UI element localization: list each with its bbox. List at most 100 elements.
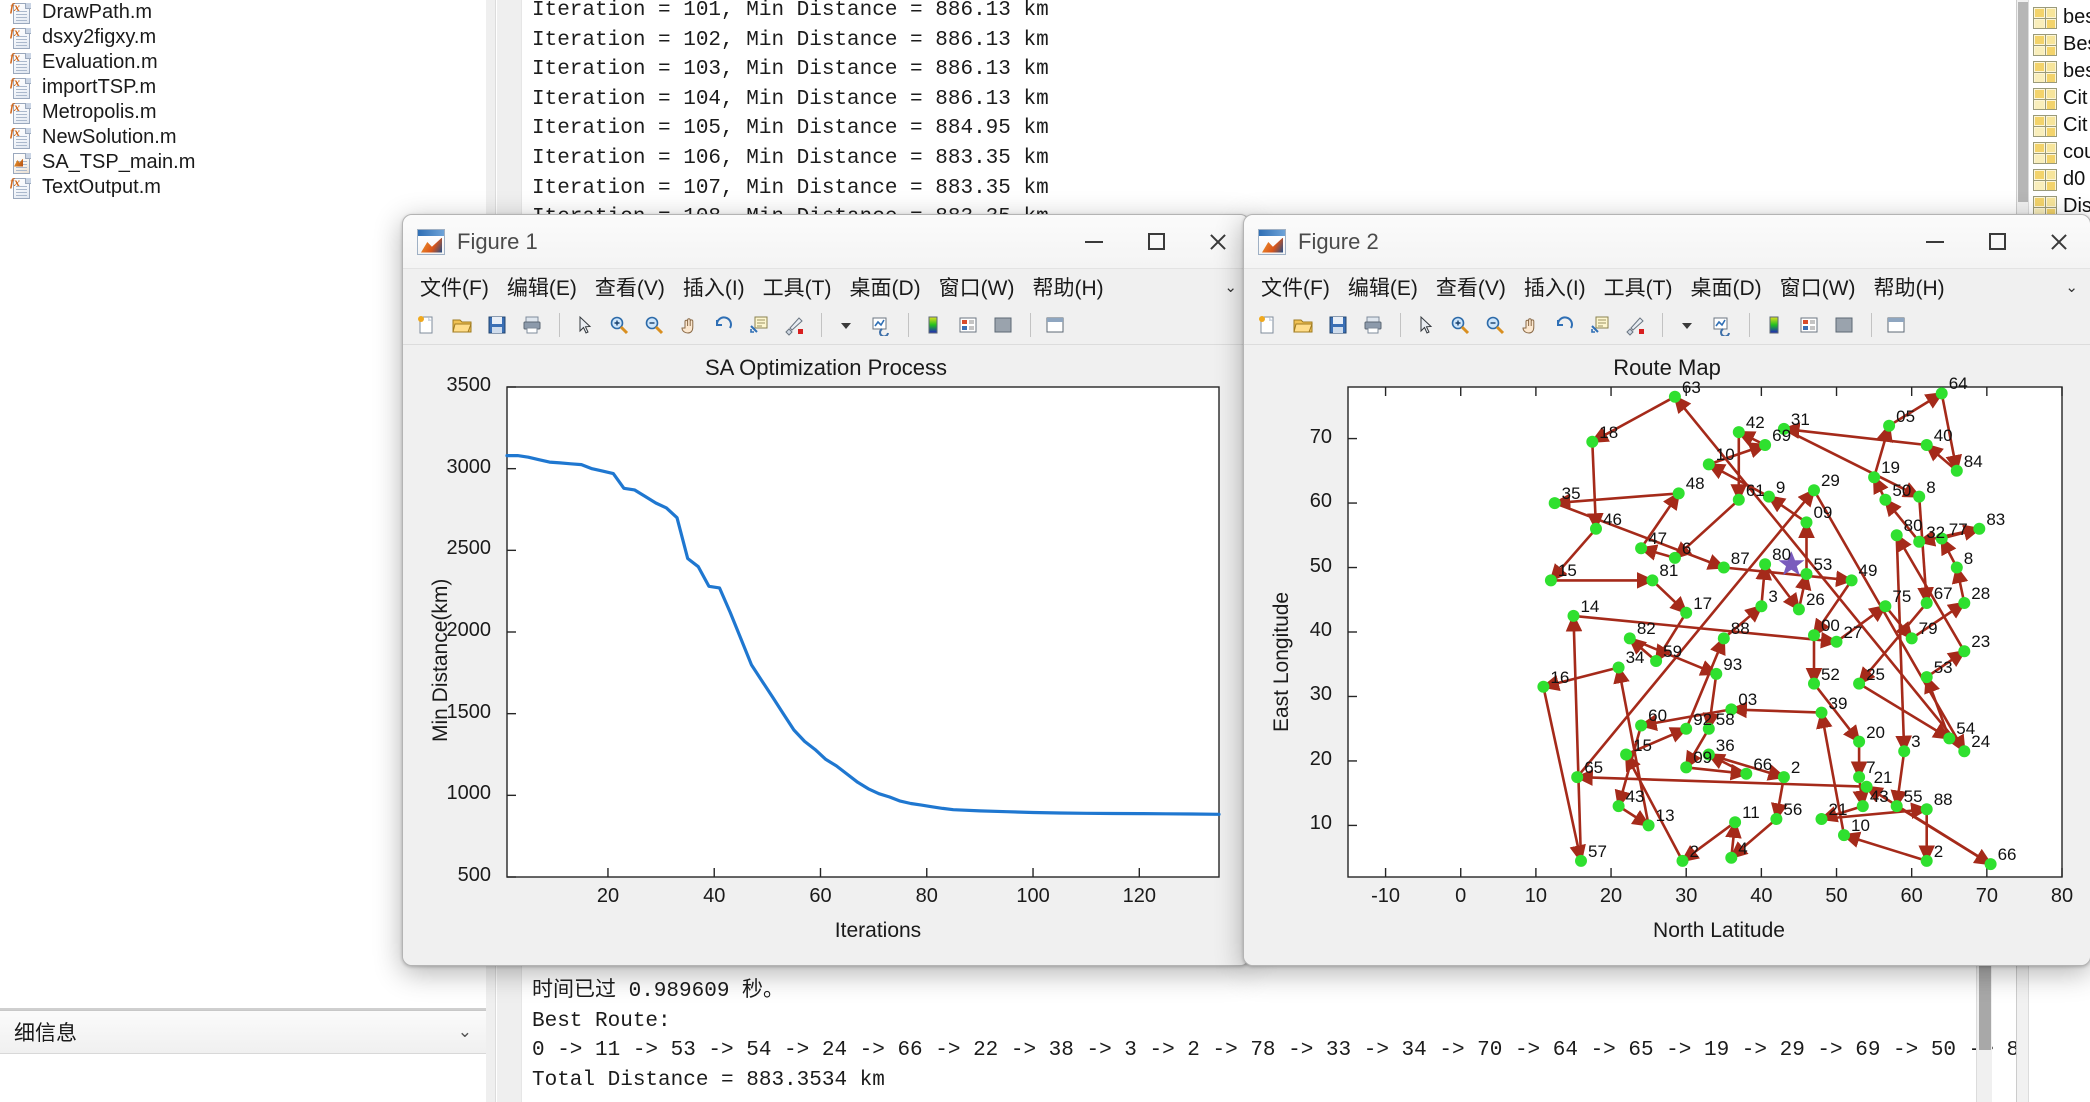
command-output-line: Best Route: bbox=[532, 1009, 671, 1033]
workspace-variable-row[interactable]: Bes bbox=[2033, 31, 2090, 58]
minimize-button[interactable] bbox=[1904, 215, 1966, 268]
figure-2-menubar[interactable]: 文件(F) 编辑(E) 查看(V) 插入(I) 工具(T) 桌面(D) 窗口(W… bbox=[1244, 269, 2090, 305]
menu-view[interactable]: 查看(V) bbox=[594, 277, 665, 300]
file-list-item[interactable]: fx dsxy2figxy.m bbox=[0, 25, 486, 50]
brush-icon[interactable] bbox=[1619, 310, 1651, 340]
workspace-variable-row[interactable]: Dis bbox=[2033, 193, 2090, 220]
pan-icon[interactable] bbox=[1514, 310, 1546, 340]
brush-dropdown-icon[interactable] bbox=[830, 310, 862, 340]
zoom-in-icon[interactable] bbox=[603, 310, 635, 340]
pointer-icon[interactable] bbox=[1409, 310, 1441, 340]
hide-plot-tools-icon[interactable] bbox=[1828, 310, 1860, 340]
legend-icon[interactable] bbox=[952, 310, 984, 340]
maximize-button[interactable] bbox=[1125, 215, 1187, 268]
close-button[interactable] bbox=[2028, 215, 2090, 268]
colorbar-icon[interactable] bbox=[1758, 310, 1790, 340]
variable-name: bes bbox=[2063, 6, 2090, 28]
scrollbar-thumb[interactable] bbox=[1979, 960, 1991, 1050]
menu-view[interactable]: 查看(V) bbox=[1435, 277, 1506, 300]
close-button[interactable] bbox=[1187, 215, 1249, 268]
file-list-item[interactable]: SA_TSP_main.m bbox=[0, 150, 486, 175]
menu-window[interactable]: 窗口(W) bbox=[938, 277, 1015, 300]
rotate-3d-icon[interactable] bbox=[708, 310, 740, 340]
maximize-button[interactable] bbox=[1966, 215, 2028, 268]
show-plot-tools-icon[interactable] bbox=[1039, 310, 1071, 340]
file-list-item[interactable]: fx DrawPath.m bbox=[0, 0, 486, 25]
link-plot-icon[interactable] bbox=[865, 310, 897, 340]
workspace-variable-row[interactable]: Cit bbox=[2033, 85, 2090, 112]
city-label: 29 bbox=[1820, 471, 1840, 491]
file-list-item[interactable]: fx TextOutput.m bbox=[0, 175, 486, 200]
figure-1-menubar[interactable]: 文件(F) 编辑(E) 查看(V) 插入(I) 工具(T) 桌面(D) 窗口(W… bbox=[403, 269, 1249, 305]
legend-icon[interactable] bbox=[1793, 310, 1825, 340]
menu-edit[interactable]: 编辑(E) bbox=[506, 277, 577, 300]
matlab-logo-icon bbox=[417, 228, 445, 255]
workspace-variable-row[interactable]: d0 bbox=[2033, 166, 2090, 193]
save-figure-icon[interactable] bbox=[481, 310, 513, 340]
city-label: 40 bbox=[1933, 426, 1953, 446]
print-figure-icon[interactable] bbox=[1357, 310, 1389, 340]
menu-tools[interactable]: 工具(T) bbox=[762, 277, 832, 300]
figure-2-window[interactable]: Figure 2 文件(F) 编辑(E) 查看(V) 插入(I) 工具(T) 桌… bbox=[1243, 214, 2090, 966]
menu-insert[interactable]: 插入(I) bbox=[1523, 277, 1586, 300]
figure-1-toolbar[interactable] bbox=[403, 305, 1249, 345]
figure-2-toolbar[interactable] bbox=[1244, 305, 2090, 345]
menu-desktop[interactable]: 桌面(D) bbox=[849, 277, 921, 300]
menu-file[interactable]: 文件(F) bbox=[1261, 277, 1330, 300]
new-figure-icon[interactable] bbox=[411, 310, 443, 340]
workspace-variable-row[interactable]: cou bbox=[2033, 139, 2090, 166]
file-list-item[interactable]: fx Evaluation.m bbox=[0, 50, 486, 75]
zoom-out-icon[interactable] bbox=[638, 310, 670, 340]
command-window-scrollbar[interactable] bbox=[1976, 960, 1992, 1102]
zoom-out-icon[interactable] bbox=[1479, 310, 1511, 340]
pointer-icon[interactable] bbox=[568, 310, 600, 340]
menu-help[interactable]: 帮助(H) bbox=[1032, 277, 1104, 300]
figure-2-titlebar[interactable]: Figure 2 bbox=[1244, 215, 2090, 269]
city-label: 10 bbox=[1715, 445, 1735, 465]
data-cursor-icon[interactable] bbox=[1584, 310, 1616, 340]
menu-window[interactable]: 窗口(W) bbox=[1779, 277, 1856, 300]
file-list-item[interactable]: fx importTSP.m bbox=[0, 75, 486, 100]
maximize-icon bbox=[1988, 233, 2006, 250]
workspace-variable-row[interactable]: Cit bbox=[2033, 112, 2090, 139]
scrollbar-thumb[interactable] bbox=[2018, 2, 2028, 202]
open-file-icon[interactable] bbox=[446, 310, 478, 340]
menu-overflow-icon[interactable]: ⌄ bbox=[2065, 279, 2078, 296]
city-label: 58 bbox=[1715, 709, 1735, 729]
file-list-item[interactable]: fx Metropolis.m bbox=[0, 100, 486, 125]
data-cursor-icon[interactable] bbox=[743, 310, 775, 340]
brush-icon[interactable] bbox=[778, 310, 810, 340]
figure-1-window-controls[interactable] bbox=[1063, 215, 1249, 268]
zoom-in-icon[interactable] bbox=[1444, 310, 1476, 340]
colorbar-icon[interactable] bbox=[917, 310, 949, 340]
minimize-button[interactable] bbox=[1063, 215, 1125, 268]
workspace-variable-row[interactable]: bes bbox=[2033, 4, 2090, 31]
menu-file[interactable]: 文件(F) bbox=[420, 277, 489, 300]
menu-edit[interactable]: 编辑(E) bbox=[1347, 277, 1418, 300]
figure-2-window-controls[interactable] bbox=[1904, 215, 2090, 268]
command-output-line: Iteration = 106, Min Distance = 883.35 k… bbox=[532, 146, 1049, 170]
workspace-variable-row[interactable]: bes bbox=[2033, 58, 2090, 85]
figure-1-titlebar[interactable]: Figure 1 bbox=[403, 215, 1249, 269]
menu-insert[interactable]: 插入(I) bbox=[682, 277, 745, 300]
show-plot-tools-icon[interactable] bbox=[1880, 310, 1912, 340]
link-plot-icon[interactable] bbox=[1706, 310, 1738, 340]
new-figure-icon[interactable] bbox=[1252, 310, 1284, 340]
matrix-variable-icon bbox=[2033, 87, 2057, 110]
details-panel-header[interactable]: 细信息 ⌄ bbox=[0, 1010, 486, 1054]
figure-1-window[interactable]: Figure 1 文件(F) 编辑(E) 查看(V) 插入(I) 工具(T) 桌… bbox=[402, 214, 1250, 966]
menu-desktop[interactable]: 桌面(D) bbox=[1690, 277, 1762, 300]
menu-tools[interactable]: 工具(T) bbox=[1603, 277, 1673, 300]
print-figure-icon[interactable] bbox=[516, 310, 548, 340]
rotate-3d-icon[interactable] bbox=[1549, 310, 1581, 340]
chevron-down-icon[interactable]: ⌄ bbox=[457, 1022, 472, 1041]
pan-icon[interactable] bbox=[673, 310, 705, 340]
file-list-item[interactable]: fx NewSolution.m bbox=[0, 125, 486, 150]
menu-help[interactable]: 帮助(H) bbox=[1873, 277, 1945, 300]
open-file-icon[interactable] bbox=[1287, 310, 1319, 340]
brush-dropdown-icon[interactable] bbox=[1671, 310, 1703, 340]
save-figure-icon[interactable] bbox=[1322, 310, 1354, 340]
city-label: 8 bbox=[1963, 548, 1974, 568]
menu-overflow-icon[interactable]: ⌄ bbox=[1224, 279, 1237, 296]
hide-plot-tools-icon[interactable] bbox=[987, 310, 1019, 340]
